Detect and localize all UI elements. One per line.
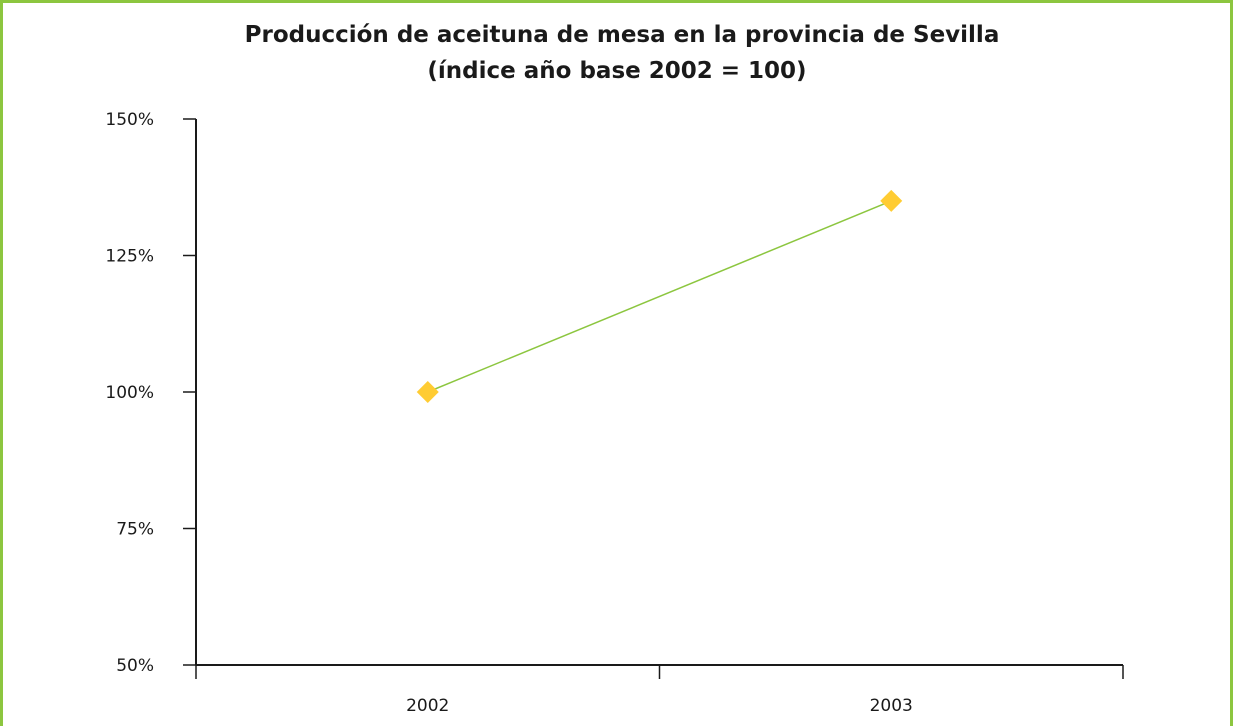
series-line bbox=[427, 200, 892, 393]
x-tick-label: 2002 bbox=[406, 696, 449, 716]
y-ticks: 50% 75% 100% 125% 150% bbox=[105, 110, 196, 676]
chart-subtitle: (índice año base 2002 = 100) bbox=[427, 58, 806, 84]
chart-title: Producción de aceituna de mesa en la pro… bbox=[245, 22, 1000, 48]
data-point-marker bbox=[880, 189, 903, 212]
y-tick-label: 50% bbox=[116, 656, 154, 676]
x-ticks: 2002 2003 bbox=[195, 665, 1124, 716]
y-tick-label: 150% bbox=[105, 110, 154, 130]
series bbox=[416, 189, 903, 403]
y-tick-label: 125% bbox=[105, 247, 154, 267]
axes bbox=[195, 119, 1123, 666]
x-tick-label: 2003 bbox=[870, 696, 913, 716]
data-point-marker bbox=[416, 381, 439, 403]
y-tick-label: 100% bbox=[105, 383, 154, 403]
y-tick-label: 75% bbox=[116, 520, 154, 540]
